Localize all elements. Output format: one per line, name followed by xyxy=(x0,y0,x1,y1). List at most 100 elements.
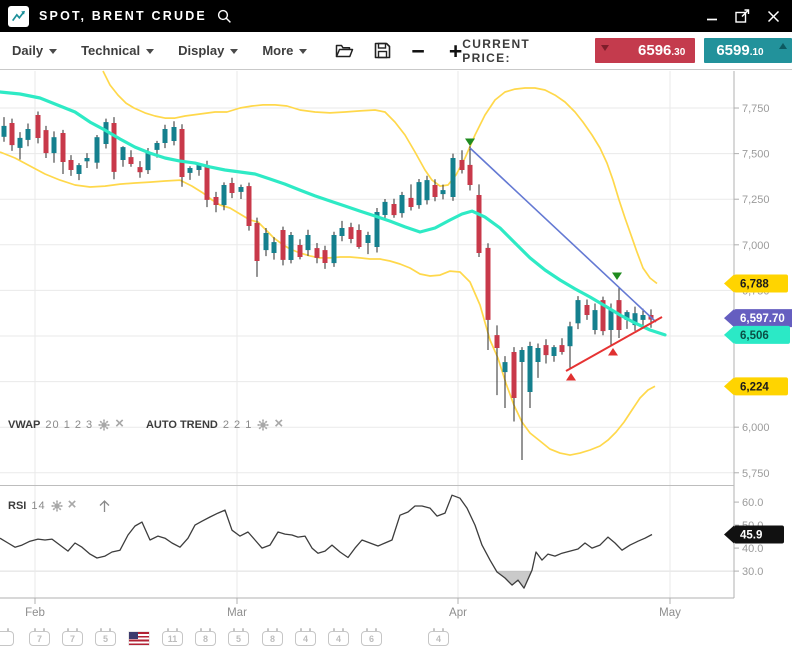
candle-body[interactable] xyxy=(476,195,482,253)
candle-body[interactable] xyxy=(624,312,630,320)
candle-body[interactable] xyxy=(111,123,117,172)
price-chart[interactable]: 7,7507,5007,2507,0006,7506,5006,2506,000… xyxy=(0,70,792,625)
candle-body[interactable] xyxy=(187,168,193,173)
candle-body[interactable] xyxy=(592,310,598,330)
save-icon[interactable] xyxy=(374,42,391,59)
candle-body[interactable] xyxy=(51,137,57,154)
candle-body[interactable] xyxy=(213,197,219,205)
close-icon[interactable] xyxy=(767,10,780,23)
zoom-in-button[interactable]: + xyxy=(448,37,463,64)
candle-body[interactable] xyxy=(356,230,362,247)
buy-price-badge[interactable]: 6599.10 xyxy=(704,38,792,63)
us-flag-event-icon[interactable] xyxy=(129,632,149,645)
candle-body[interactable] xyxy=(485,247,491,320)
candle-body[interactable] xyxy=(35,115,41,138)
candle-body[interactable] xyxy=(543,345,549,356)
calendar-event-icon[interactable]: 4 xyxy=(328,628,349,646)
calendar-event-icon[interactable]: 5 xyxy=(228,628,249,646)
candle-body[interactable] xyxy=(196,164,202,170)
open-folder-icon[interactable] xyxy=(335,43,354,59)
candle-body[interactable] xyxy=(120,147,126,160)
candle-body[interactable] xyxy=(632,313,638,326)
candle-body[interactable] xyxy=(640,315,646,320)
candle-body[interactable] xyxy=(416,182,422,206)
candle-body[interactable] xyxy=(339,228,345,236)
calendar-event-icon[interactable]: 7 xyxy=(62,628,83,646)
candle-body[interactable] xyxy=(382,201,388,215)
candle-body[interactable] xyxy=(162,129,168,143)
candle-body[interactable] xyxy=(559,345,565,352)
rsi-remove-icon[interactable]: × xyxy=(67,496,77,513)
candle-body[interactable] xyxy=(254,222,260,261)
candle-body[interactable] xyxy=(43,130,49,154)
candle-body[interactable] xyxy=(551,347,557,356)
candle-body[interactable] xyxy=(229,183,235,193)
candle-body[interactable] xyxy=(314,248,320,258)
candle-body[interactable] xyxy=(288,235,294,260)
candle-body[interactable] xyxy=(535,348,541,362)
candle-body[interactable] xyxy=(271,242,277,253)
candle-body[interactable] xyxy=(246,186,252,226)
candle-body[interactable] xyxy=(527,346,533,392)
candle-body[interactable] xyxy=(280,230,286,260)
menu-technical[interactable]: Technical xyxy=(81,43,155,58)
auto-trend-settings-gear-icon[interactable] xyxy=(257,419,269,431)
price-tag[interactable]: 6,506 xyxy=(724,325,790,344)
move-pane-up-icon[interactable] xyxy=(98,499,111,513)
minimize-icon[interactable] xyxy=(706,10,718,22)
calendar-event-icon[interactable]: 7 xyxy=(29,628,50,646)
auto-trend-remove-icon[interactable]: × xyxy=(274,415,284,432)
candle-body[interactable] xyxy=(408,197,414,207)
candle-body[interactable] xyxy=(179,129,185,177)
popout-icon[interactable] xyxy=(735,9,750,23)
candle-body[interactable] xyxy=(432,185,438,197)
calendar-event-icon[interactable]: 5 xyxy=(95,628,116,646)
candle-body[interactable] xyxy=(145,152,151,171)
candle-body[interactable] xyxy=(60,133,66,162)
candle-body[interactable] xyxy=(171,127,177,141)
price-tag[interactable]: 45.9 xyxy=(724,525,784,544)
calendar-event-icon[interactable]: 6 xyxy=(361,628,382,646)
price-tag[interactable]: 6,788 xyxy=(724,274,788,293)
calendar-event-icon[interactable] xyxy=(0,628,14,646)
vwap-remove-icon[interactable]: × xyxy=(115,415,124,432)
candle-body[interactable] xyxy=(467,164,473,185)
candle-body[interactable] xyxy=(94,137,100,163)
candle-body[interactable] xyxy=(494,335,500,348)
candle-body[interactable] xyxy=(17,137,23,148)
candle-body[interactable] xyxy=(600,300,606,332)
vwap-settings-gear-icon[interactable] xyxy=(98,419,110,431)
candle-body[interactable] xyxy=(238,187,244,192)
calendar-event-icon[interactable]: 4 xyxy=(295,628,316,646)
candle-body[interactable] xyxy=(331,235,337,264)
menu-daily[interactable]: Daily xyxy=(12,43,58,58)
candle-body[interactable] xyxy=(459,160,465,170)
candle-body[interactable] xyxy=(297,245,303,257)
candle-body[interactable] xyxy=(1,125,7,137)
candle-body[interactable] xyxy=(502,362,508,373)
search-icon[interactable] xyxy=(217,9,232,24)
candle-body[interactable] xyxy=(399,195,405,214)
candle-body[interactable] xyxy=(128,157,134,164)
candle-body[interactable] xyxy=(103,122,109,144)
candle-body[interactable] xyxy=(9,123,15,146)
rsi-settings-gear-icon[interactable] xyxy=(51,500,63,512)
candle-body[interactable] xyxy=(450,158,456,197)
candle-body[interactable] xyxy=(348,227,354,239)
candle-body[interactable] xyxy=(322,250,328,263)
candle-body[interactable] xyxy=(365,235,371,243)
price-tag[interactable]: 6,224 xyxy=(724,377,788,396)
auto-trend-resistance-line[interactable] xyxy=(469,147,657,323)
candle-body[interactable] xyxy=(608,310,614,330)
candle-body[interactable] xyxy=(575,300,581,324)
price-tag[interactable]: 6,597.70 xyxy=(724,309,792,328)
candle-body[interactable] xyxy=(25,129,31,140)
candle-body[interactable] xyxy=(511,352,517,398)
candle-body[interactable] xyxy=(154,143,160,150)
candle-body[interactable] xyxy=(263,233,269,251)
candle-body[interactable] xyxy=(204,166,210,200)
calendar-event-icon[interactable]: 4 xyxy=(428,628,449,646)
candle-body[interactable] xyxy=(519,350,525,362)
calendar-event-icon[interactable]: 8 xyxy=(195,628,216,646)
candle-body[interactable] xyxy=(424,180,430,201)
